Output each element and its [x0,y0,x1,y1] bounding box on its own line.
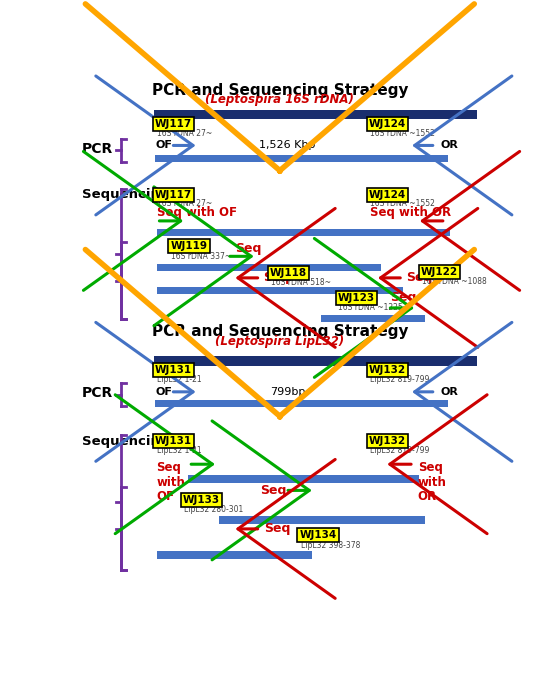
Text: 16S rDNA ~1552: 16S rDNA ~1552 [371,129,435,137]
Bar [321,315,425,322]
Text: OR: OR [440,141,458,151]
Text: WJ119: WJ119 [170,242,207,251]
Text: 16S rDNA ~1225: 16S rDNA ~1225 [338,304,403,312]
Text: PCR: PCR [82,141,114,155]
Text: WJ117: WJ117 [155,119,192,129]
Bar [157,229,449,236]
Text: PCR and Sequencing Strategy: PCR and Sequencing Strategy [152,83,408,98]
Text: WJ131: WJ131 [155,365,192,376]
Text: WJ124: WJ124 [369,119,406,129]
Text: PCR: PCR [82,386,114,400]
Text: PCR and Sequencing Strategy: PCR and Sequencing Strategy [152,324,408,339]
Text: WJ123: WJ123 [338,293,375,303]
Text: WJ132: WJ132 [369,365,406,376]
Bar [153,357,477,365]
Bar [157,551,312,559]
Text: Seq with OF: Seq with OF [157,206,236,219]
Bar [188,475,419,483]
Text: WJ134: WJ134 [299,530,336,540]
Text: 799bp: 799bp [270,387,305,397]
Text: Seq: Seq [390,291,416,304]
Text: LipL32 819-799: LipL32 819-799 [371,375,430,384]
Text: 16S rDNA 27~: 16S rDNA 27~ [157,199,212,209]
Text: Seq: Seq [264,522,290,536]
Text: 16S rDNA ~1552: 16S rDNA ~1552 [371,199,435,209]
Text: Seq: Seq [406,271,432,285]
Text: WJ122: WJ122 [421,267,458,277]
Text: OF: OF [155,387,172,397]
Bar [219,516,425,524]
Bar [153,110,477,119]
Text: WJ132: WJ132 [369,436,406,446]
Text: 16S rDNA ~1088: 16S rDNA ~1088 [423,277,487,286]
Text: 16S rDNA 27~: 16S rDNA 27~ [157,129,212,137]
Text: LipL32 1-21: LipL32 1-21 [157,375,201,384]
Text: LipL32 819-799: LipL32 819-799 [371,446,430,455]
Text: Seq: Seq [235,242,261,255]
Text: OF: OF [155,141,172,151]
Text: WJ117: WJ117 [155,190,192,200]
Text: (Leptospira LipL32): (Leptospira LipL32) [215,334,345,347]
Text: LipL32 280-301: LipL32 280-301 [185,505,244,514]
Text: Seq: Seq [260,484,287,497]
Text: OR: OR [440,387,458,397]
Text: Seq
with
OR: Seq with OR [418,461,447,503]
Text: 16S rDNA 518~: 16S rDNA 518~ [271,278,331,287]
Text: 1,526 Kbp: 1,526 Kbp [259,141,316,151]
Text: WJ133: WJ133 [183,495,220,505]
Text: LipL32 398-378: LipL32 398-378 [301,541,360,551]
Text: (Leptospira 16S rDNA): (Leptospira 16S rDNA) [205,93,354,106]
Bar [155,400,448,407]
Text: LipL32 1-21: LipL32 1-21 [157,446,201,455]
Text: WJ124: WJ124 [369,190,406,200]
Text: Seq with OR: Seq with OR [371,206,452,219]
Text: Seq: Seq [264,271,290,285]
Text: Sequencing: Sequencing [82,435,170,448]
Text: Sequencing: Sequencing [82,188,170,201]
Text: 16S rDNA 337~: 16S rDNA 337~ [170,252,231,261]
Bar [157,287,403,294]
Text: Seq
with
OF: Seq with OF [157,461,186,503]
Bar [155,155,448,162]
Text: WJ118: WJ118 [270,269,307,278]
Bar [157,264,381,271]
Text: WJ131: WJ131 [155,436,192,446]
